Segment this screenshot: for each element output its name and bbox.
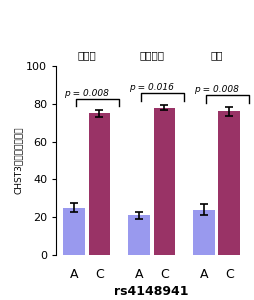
Bar: [218, 111, 239, 255]
Text: p = 0.008: p = 0.008: [64, 88, 109, 98]
Text: 繊維輪: 繊維輪: [77, 50, 96, 60]
Bar: [63, 208, 85, 255]
Text: p = 0.008: p = 0.008: [194, 85, 238, 94]
Text: A: A: [199, 268, 208, 281]
Text: A: A: [134, 268, 143, 281]
Text: A: A: [70, 268, 78, 281]
Y-axis label: CHST3の相対的発現量: CHST3の相対的発現量: [14, 127, 23, 194]
Text: 體核: 體核: [210, 50, 222, 60]
Text: C: C: [224, 268, 233, 281]
Bar: [128, 215, 149, 255]
Bar: [193, 210, 214, 255]
Text: C: C: [159, 268, 168, 281]
Text: 軟骨終板: 軟骨終板: [139, 50, 164, 60]
Bar: [88, 113, 110, 255]
Text: rs4148941: rs4148941: [114, 285, 188, 298]
Text: p = 0.016: p = 0.016: [129, 83, 173, 92]
Text: C: C: [95, 268, 103, 281]
Bar: [153, 108, 174, 255]
